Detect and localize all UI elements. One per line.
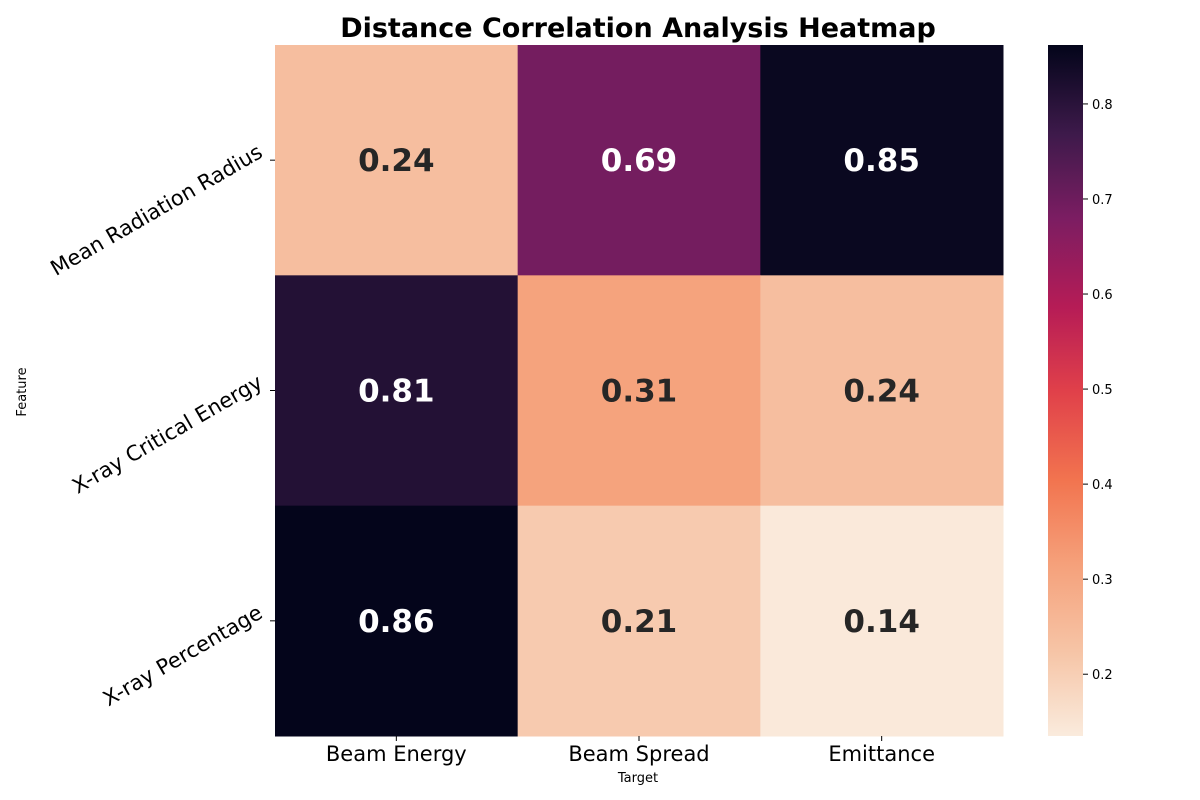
heatmap-cell [517, 45, 761, 276]
chart-title: Distance Correlation Analysis Heatmap [340, 13, 936, 44]
colorbar-ticks: 0.2 0.3 0.4 0.5 0.6 0.7 0.8 [1083, 98, 1113, 683]
heatmap-cell-label: 0.14 [843, 604, 920, 640]
colorbar-tick-label: 0.2 [1092, 668, 1113, 683]
heatmap-cell-label: 0.69 [601, 143, 678, 179]
heatmap-cell-labels: 0.24 0.69 0.85 0.81 0.31 0.24 0.86 0.21 0.14 [358, 143, 920, 640]
colorbar [1048, 45, 1083, 736]
y-tick-label: X-ray Percentage [99, 600, 267, 711]
heatmap-cell-label: 0.21 [601, 604, 678, 640]
heatmap-cell [517, 505, 761, 737]
colorbar-tick-label: 0.6 [1092, 288, 1113, 303]
y-tick-label: Mean Radiation Radius [46, 140, 266, 281]
colorbar-tick-label: 0.3 [1092, 573, 1113, 588]
x-tick-label: Beam Spread [568, 742, 709, 766]
heatmap-cell-label: 0.81 [358, 374, 435, 410]
heatmap-cell [275, 275, 519, 507]
heatmap-cell-label: 0.24 [843, 374, 920, 410]
heatmap-cell-label: 0.85 [843, 143, 920, 179]
heatmap-cells [275, 45, 1004, 737]
x-tick-label: Beam Energy [326, 742, 467, 766]
x-axis-ticks: Beam Energy Beam Spread Emittance [326, 736, 935, 766]
heatmap-cell-label: 0.86 [358, 604, 435, 640]
heatmap-cell-label: 0.24 [358, 143, 435, 179]
heatmap-cell [275, 505, 519, 737]
y-axis-ticks: Mean Radiation Radius X-ray Critical Ener… [46, 140, 275, 711]
heatmap-cell [760, 45, 1004, 276]
heatmap-cell [760, 505, 1004, 737]
heatmap-cell [517, 275, 761, 507]
x-axis-title: Target [617, 771, 658, 786]
heatmap-cell-label: 0.31 [601, 374, 678, 410]
colorbar-tick-label: 0.8 [1092, 98, 1113, 113]
x-tick-label: Emittance [828, 742, 935, 766]
colorbar-tick-label: 0.7 [1092, 193, 1113, 208]
heatmap-cell [275, 45, 519, 276]
y-axis-title: Feature [15, 367, 30, 416]
y-tick-label: X-ray Critical Energy [68, 370, 266, 498]
colorbar-tick-label: 0.5 [1092, 383, 1113, 398]
colorbar-tick-label: 0.4 [1092, 478, 1113, 493]
heatmap-cell [760, 275, 1004, 507]
